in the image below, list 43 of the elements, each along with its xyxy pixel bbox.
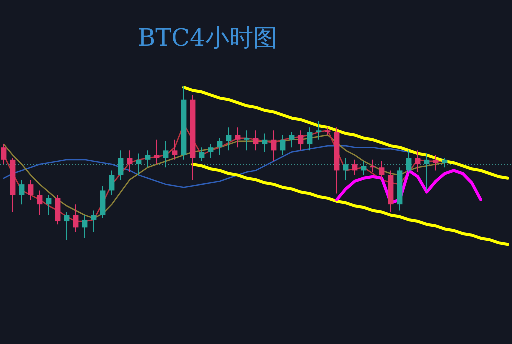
- candlestick: [127, 150, 133, 173]
- candlestick: [307, 127, 313, 152]
- candlestick: [1, 144, 7, 166]
- candlestick: [379, 160, 385, 180]
- candlestick: [46, 194, 52, 216]
- candlestick: [208, 144, 214, 159]
- candlestick: [82, 214, 88, 239]
- candlestick: [55, 194, 61, 226]
- candlestick: [64, 212, 70, 240]
- candlestick: [154, 139, 160, 166]
- candlestick: [361, 160, 367, 176]
- candlestick: [217, 138, 223, 156]
- candlestick: [172, 139, 178, 160]
- candlestick: [136, 153, 142, 176]
- candlestick: [370, 159, 376, 173]
- chart-title: BTC4小时图: [138, 24, 278, 52]
- candlestick: [289, 132, 295, 148]
- candlestick: [352, 159, 358, 176]
- candlestick: [424, 153, 430, 192]
- candlestick: [406, 150, 412, 173]
- candlestick: [244, 130, 250, 152]
- candlestick: [91, 210, 97, 233]
- candlestick: [442, 158, 448, 168]
- candlestick: [253, 130, 259, 152]
- candlestick: [37, 190, 43, 216]
- candlestick: [433, 154, 439, 172]
- candlestick: [28, 179, 34, 200]
- candlestick: [118, 150, 124, 180]
- candlestick: [163, 140, 169, 168]
- candlestick: [235, 127, 241, 148]
- candlestick: [280, 134, 286, 156]
- candlestick: [316, 120, 322, 140]
- candlestick: [19, 179, 25, 206]
- candlestick: [415, 150, 421, 173]
- candlestick: [73, 204, 79, 233]
- candlestick: [271, 130, 277, 162]
- candlestick: [145, 150, 151, 168]
- candlestick: [199, 147, 205, 162]
- candlestick: [343, 158, 349, 180]
- candlestick: [262, 133, 268, 153]
- candlestick: [226, 127, 232, 152]
- candlestick: [298, 130, 304, 152]
- candlestick: [109, 170, 115, 196]
